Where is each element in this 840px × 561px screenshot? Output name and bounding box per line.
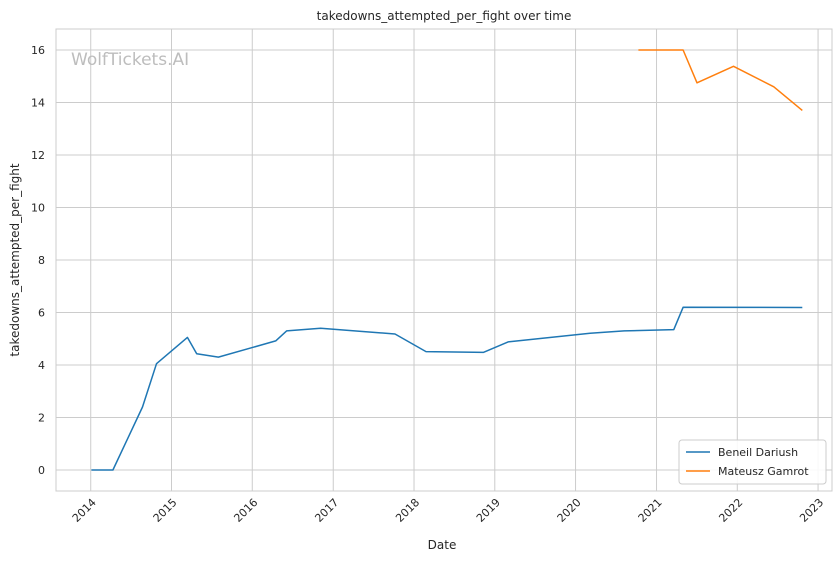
x-tick-label: 2021 — [636, 496, 665, 525]
x-tick-label: 2023 — [797, 496, 826, 525]
y-tick-labels: 0 2 4 6 8 10 12 14 16 — [31, 44, 45, 477]
y-tick-label: 10 — [31, 202, 45, 215]
y-tick-label: 16 — [31, 44, 45, 57]
legend-label-mateusz-gamrot: Mateusz Gamrot — [718, 465, 809, 478]
x-tick-label: 2022 — [716, 496, 745, 525]
x-tick-label: 2014 — [70, 496, 99, 525]
y-tick-label: 0 — [38, 464, 45, 477]
y-tick-label: 12 — [31, 149, 45, 162]
x-tick-label: 2016 — [231, 496, 260, 525]
y-tick-label: 2 — [38, 412, 45, 425]
series-line-beneil-dariush — [91, 306, 803, 471]
series-line-mateusz-gamrot — [638, 49, 803, 111]
x-axis-label: Date — [428, 538, 457, 552]
x-tick-label: 2017 — [312, 496, 341, 525]
x-tick-labels: 2014 2015 2016 2017 2018 2019 2020 2021 2022 2023 — [70, 496, 826, 525]
x-tick-label: 2015 — [151, 496, 180, 525]
legend-label-beneil-dariush: Beneil Dariush — [718, 446, 798, 459]
x-tick-label: 2019 — [474, 496, 503, 525]
y-tick-label: 4 — [38, 359, 45, 372]
y-tick-label: 6 — [38, 307, 45, 320]
grid-lines — [56, 29, 832, 491]
y-axis-label: takedowns_attempted_per_fight — [8, 163, 22, 356]
legend: Beneil Dariush Mateusz Gamrot — [678, 439, 827, 485]
series-lines — [91, 49, 803, 471]
legend-box — [678, 439, 827, 485]
y-tick-label: 8 — [38, 254, 45, 267]
x-tick-label: 2020 — [555, 496, 584, 525]
y-tick-label: 14 — [31, 97, 45, 110]
x-tick-label: 2018 — [393, 496, 422, 525]
plot-frame — [55, 28, 833, 492]
chart-title: takedowns_attempted_per_fight over time — [317, 9, 572, 23]
watermark-text: WolfTickets.AI — [71, 50, 189, 70]
